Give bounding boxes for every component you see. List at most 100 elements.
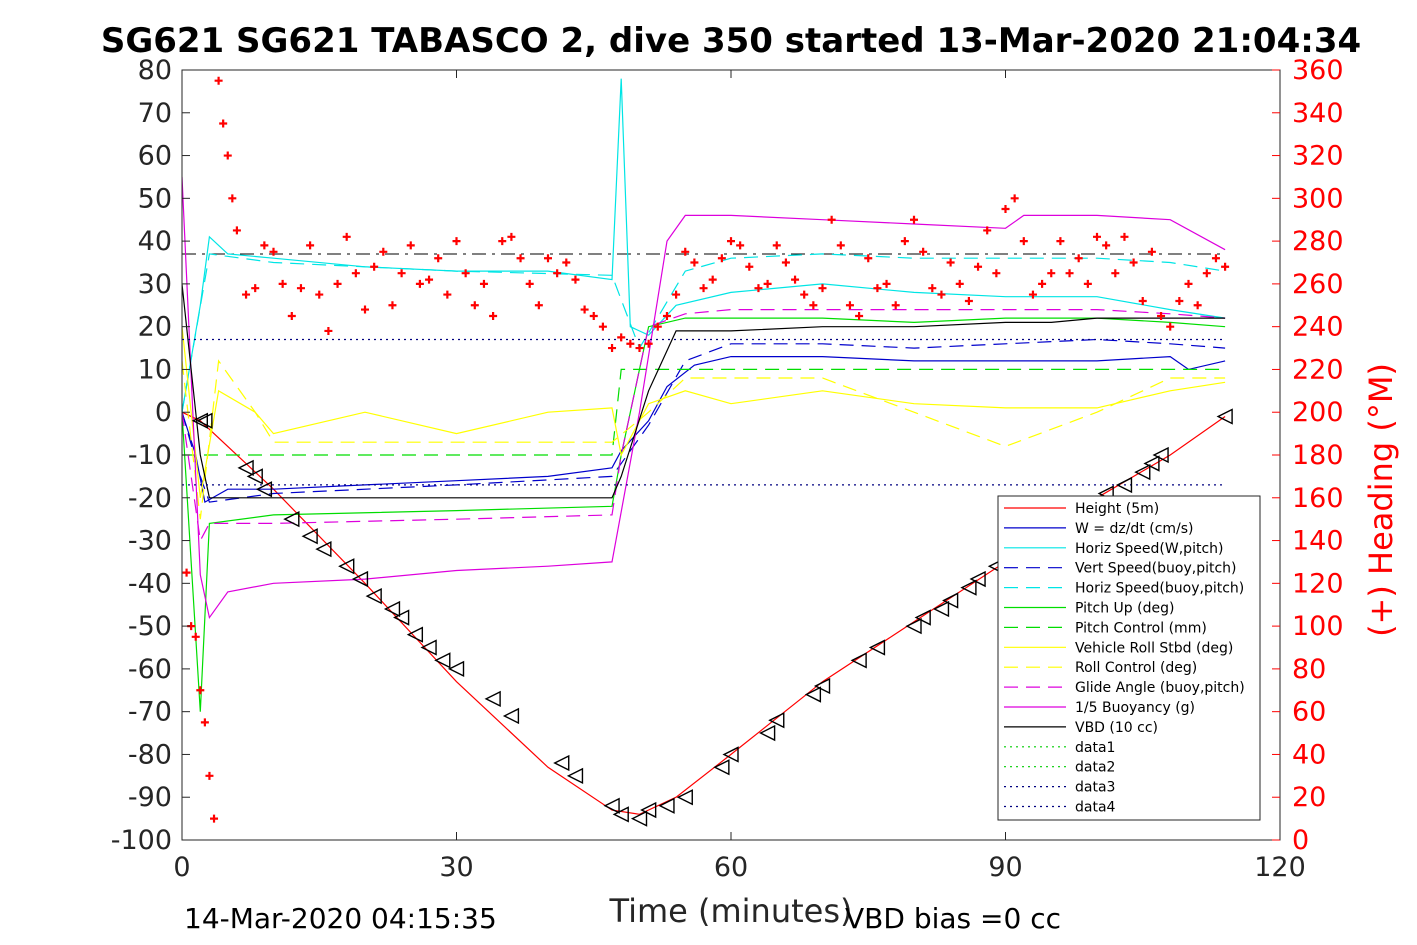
heading-point [200,718,209,727]
depth-marker [246,468,263,485]
left-axis-ticks: 80 70 60 50 40 30 20 10 0 -10 -20 -30 -40 -50 -60 -70 -8… [111,55,190,856]
left-tick-label: -20 [128,483,172,514]
right-tick-label: 300 [1292,183,1344,214]
heading-point [855,311,864,320]
series-roll-control-deg [182,359,1226,520]
left-tick-label: 70 [138,98,172,129]
series-pitch-control-mm [182,368,1226,456]
heading-point [662,311,671,320]
depth-marker [255,481,273,498]
legend-entry: 1/5 Buoyancy (g) [1075,700,1195,716]
heading-point [1010,194,1019,203]
legend-entry: Roll Control (deg) [1075,660,1197,676]
right-tick-label: 340 [1292,98,1344,129]
heading-point [333,279,342,288]
heading-point [1157,311,1166,320]
heading-point [1001,205,1010,214]
heading-point [498,237,507,246]
depth-marker [393,609,410,626]
depth-marker [914,609,931,626]
heading-point [928,284,937,293]
heading-point [845,301,854,310]
heading-point [196,686,205,695]
heading-point [1202,269,1211,278]
heading-point [1166,322,1175,331]
heading-point [781,258,790,267]
heading-point [800,290,809,299]
heading-point [342,232,351,241]
depth-marker [1152,446,1169,464]
heading-point [791,275,800,284]
heading-point [191,632,200,641]
heading-point [681,247,690,256]
heading-point [553,269,562,278]
heading-point [324,326,333,335]
heading-point [1147,247,1156,256]
legend-entry: data3 [1075,780,1115,796]
heading-point [361,305,369,314]
heading-point [489,311,498,320]
depth-marker [768,712,785,729]
heading-point [580,305,589,314]
heading-point [937,290,946,299]
left-tick-label: -40 [128,568,172,599]
legend-entry: Vehicle Roll Stbd (deg) [1075,640,1233,656]
depth-marker [969,570,986,588]
heading-point [223,151,232,160]
heading-point [315,290,324,299]
heading-point [461,269,470,278]
depth-marker [420,639,437,656]
heading-point [1065,269,1074,278]
heading-point [562,258,571,267]
x-tick-label: 120 [1254,852,1306,883]
depth-marker [1115,476,1133,494]
heading-point [910,215,918,224]
left-tick-label: -50 [128,611,172,642]
heading-point [232,226,241,235]
heading-point [452,237,461,246]
heading-point [269,247,278,256]
heading-point [278,279,287,288]
heading-point [708,275,717,284]
depth-marker [759,724,776,742]
right-tick-label: 100 [1292,611,1344,642]
left-tick-label: 80 [138,55,172,86]
heading-point [754,284,763,293]
heading-point [1056,237,1065,246]
heading-point [1129,258,1138,267]
left-tick-label: 30 [138,269,172,300]
depth-marker [301,528,318,545]
heading-point [1184,279,1193,288]
legend-entry: W = dz/dt (cm/s) [1075,521,1194,537]
series-horiz-speed-w-pitch [182,78,1226,413]
left-tick-label: 60 [138,141,172,172]
heading-point [736,241,745,250]
heading-point [287,311,296,320]
heading-point [306,241,315,250]
depth-marker [905,617,922,635]
heading-point [388,301,397,310]
heading-point [1193,301,1202,310]
heading-point [635,344,644,353]
right-tick-label: 280 [1292,226,1344,257]
heading-point [891,301,900,310]
depth-marker [603,797,620,814]
heading-point [205,771,214,780]
heading-point [589,311,598,320]
depth-marker [942,592,959,609]
heading-point [608,344,617,353]
heading-point [919,247,928,256]
legend-entry: Pitch Up (deg) [1075,601,1174,617]
depth-marker [196,412,213,429]
right-tick-label: 220 [1292,354,1344,385]
heading-point [964,297,973,305]
heading-point [1038,279,1047,288]
left-tick-label: 50 [138,183,172,214]
legend-entry: Vert Speed(buoy,pitch) [1075,561,1237,577]
heading-point [425,275,434,284]
depth-marker [658,797,675,814]
depth-marker [383,600,401,618]
heading-point [644,339,653,348]
heading-point [727,237,735,246]
left-tick-label: -60 [128,654,172,685]
